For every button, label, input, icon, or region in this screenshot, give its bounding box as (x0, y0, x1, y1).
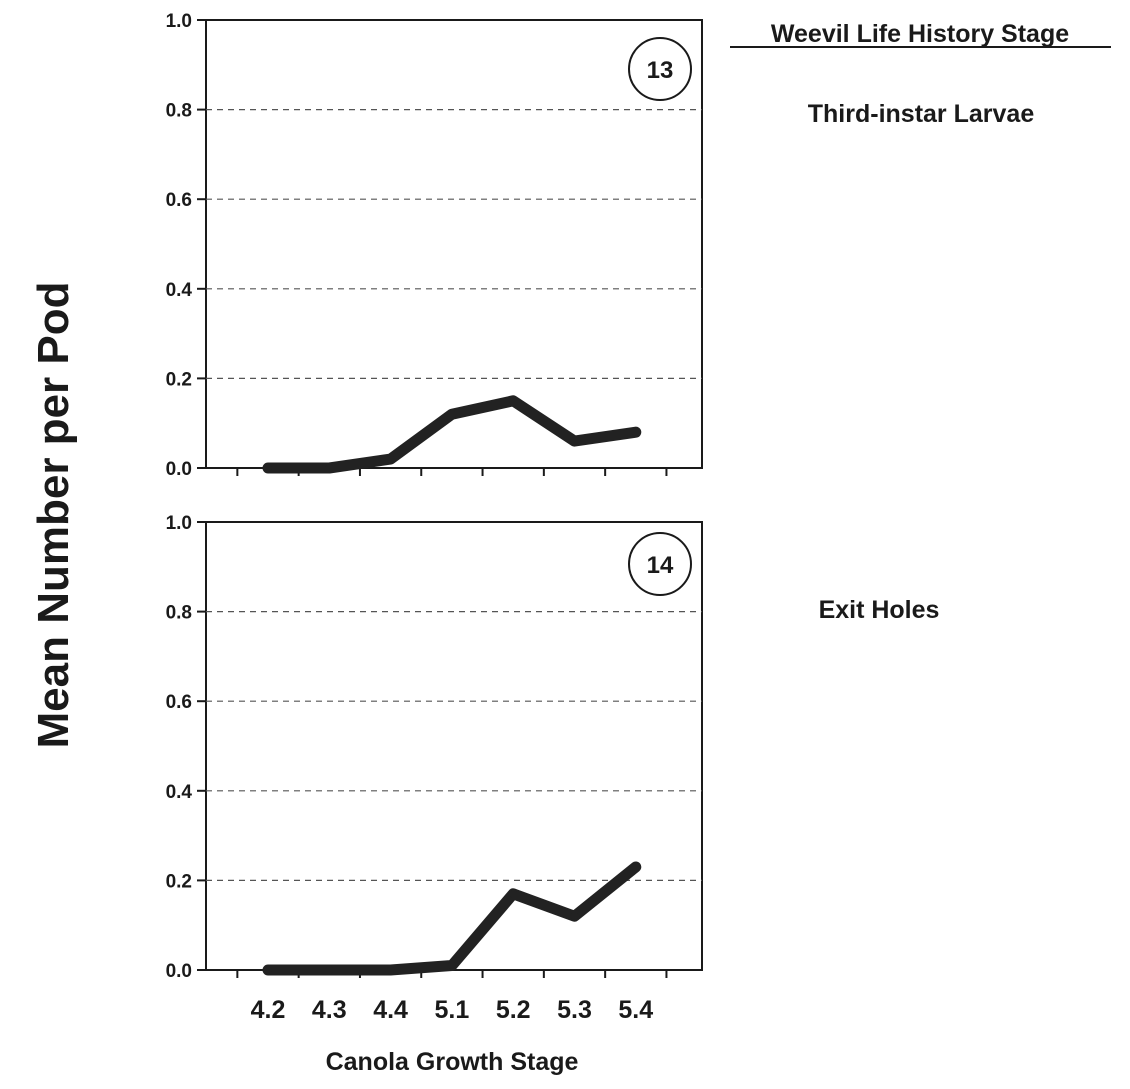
data-point (325, 464, 334, 472)
y-axis-ticks: 0.0 0.2 0.4 0.6 0.8 1.0 (166, 513, 206, 982)
y-tick-label: 1.0 (166, 11, 192, 32)
x-axis-tick-labels: 4.2 4.3 4.4 5.1 5.2 5.3 5.4 (251, 996, 654, 1024)
data-point (509, 889, 518, 898)
data-point (264, 464, 272, 472)
gridlines (206, 108, 702, 379)
data-point (509, 396, 518, 405)
x-axis-label: Canola Growth Stage (326, 1048, 579, 1076)
y-tick-label: 0.0 (166, 961, 192, 982)
data-point (325, 966, 334, 974)
data-point (264, 966, 272, 974)
y-tick-label: 0.8 (166, 603, 192, 624)
y-tick-label: 0.4 (166, 782, 193, 803)
data-point (631, 862, 640, 871)
panel-number: 14 (647, 552, 674, 579)
x-tick-label: 4.3 (312, 996, 347, 1024)
stage-label: Third-instar Larvae (808, 100, 1035, 128)
stage-label: Exit Holes (819, 596, 940, 624)
data-point (447, 961, 456, 970)
data-series (262, 861, 642, 976)
y-tick-label: 0.8 (166, 101, 192, 122)
plot-frame (205, 19, 703, 469)
y-tick-label: 0.2 (166, 369, 192, 390)
y-tick-label: 0.4 (166, 280, 193, 301)
series-line (262, 861, 642, 976)
y-tick-label: 1.0 (166, 513, 192, 534)
y-axis-label: Mean Number per Pod (29, 282, 78, 749)
data-series (262, 395, 642, 474)
y-tick-label: 0.0 (166, 459, 192, 480)
data-point (631, 428, 640, 437)
x-tick-label: 5.1 (435, 996, 470, 1024)
x-tick-label: 4.4 (373, 996, 408, 1024)
gridlines (206, 610, 702, 882)
data-point (570, 437, 579, 446)
x-tick-label: 5.4 (618, 996, 653, 1024)
data-point (386, 455, 395, 464)
plot-frame (205, 521, 703, 971)
y-tick-label: 0.6 (166, 692, 192, 713)
panel-number-badge (628, 37, 692, 101)
panel-number: 13 (647, 57, 674, 84)
x-tick-label: 5.3 (557, 996, 592, 1024)
x-tick-label: 5.2 (496, 996, 531, 1024)
legend-title: Weevil Life History Stage (771, 20, 1069, 48)
y-tick-label: 0.2 (166, 871, 192, 892)
panel-number-badge (628, 532, 692, 596)
data-point (386, 966, 395, 974)
panel-13: 0.0 0.2 0.4 0.6 0.8 1.0 13 Third-instar Larva… (166, 11, 1035, 480)
y-tick-label: 0.6 (166, 190, 192, 211)
y-axis-ticks: 0.0 0.2 0.4 0.6 0.8 1.0 (166, 11, 206, 480)
data-point (447, 410, 456, 419)
data-point (570, 912, 579, 921)
panel-14: 0.0 0.2 0.4 0.6 0.8 1.0 4.2 4.3 4.4 5.1 5.2 5.3 5.4… (166, 513, 940, 1024)
x-tick-label: 4.2 (251, 996, 286, 1024)
